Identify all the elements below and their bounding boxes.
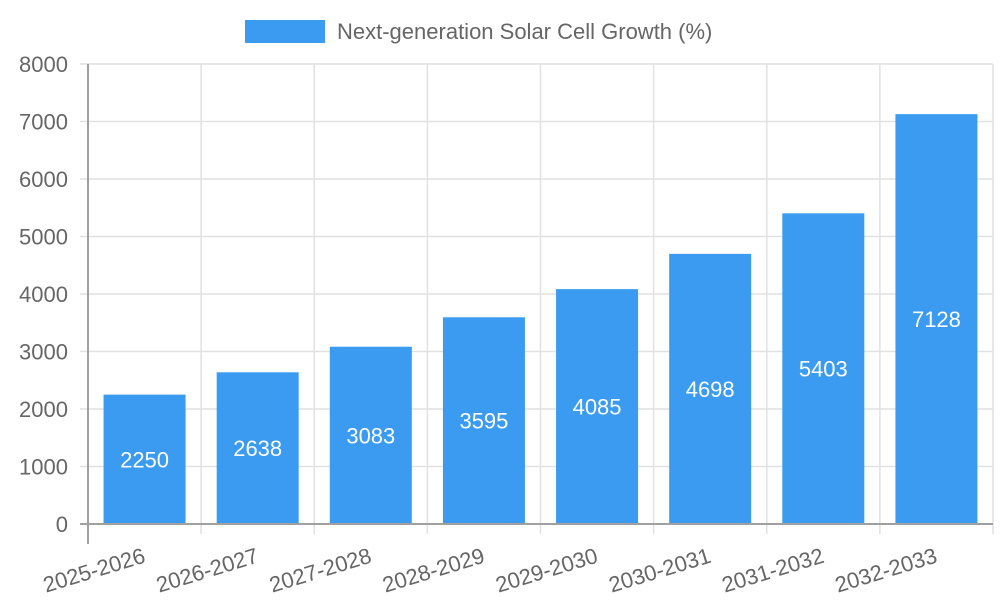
bar <box>103 394 186 524</box>
y-tick-label: 7000 <box>19 110 68 135</box>
bar <box>216 372 299 524</box>
grid <box>80 63 994 534</box>
y-tick-label: 2000 <box>19 397 68 422</box>
legend-label: Next-generation Solar Cell Growth (%) <box>337 19 712 44</box>
bar-value-label: 3083 <box>346 423 395 448</box>
y-tick-label: 0 <box>56 512 68 537</box>
y-tick-label: 8000 <box>19 52 68 77</box>
bar <box>329 346 412 524</box>
x-tick-label: 2025-2026 <box>40 543 148 598</box>
y-tick-label: 4000 <box>19 282 68 307</box>
bar <box>442 317 525 524</box>
bar <box>556 289 639 524</box>
bar-value-label: 5403 <box>799 357 848 382</box>
bar <box>669 253 752 525</box>
bar-value-label: 2250 <box>120 447 169 472</box>
y-tick-label: 6000 <box>19 167 68 192</box>
data-labels: 2250 2638 3083 3595 4085 4698 5403 7128 <box>120 307 961 472</box>
x-tick-label: 2030-2031 <box>606 543 714 598</box>
bar <box>782 213 865 524</box>
bars <box>103 114 978 525</box>
x-tick-label: 2032-2033 <box>832 543 940 598</box>
legend[interactable]: Next-generation Solar Cell Growth (%) <box>245 19 712 44</box>
y-tick-label: 1000 <box>19 455 68 480</box>
legend-swatch <box>245 20 325 43</box>
y-tick-label: 5000 <box>19 225 68 250</box>
x-tick-label: 2031-2032 <box>719 543 827 598</box>
bar-value-label: 3595 <box>459 409 508 434</box>
y-tick-label: 3000 <box>19 340 68 365</box>
bar-value-label: 4698 <box>686 377 735 402</box>
x-tick-label: 2029-2030 <box>493 543 601 598</box>
x-tick-label: 2026-2027 <box>153 543 261 598</box>
bar-value-label: 7128 <box>912 307 961 332</box>
bar-value-label: 4085 <box>573 395 622 420</box>
bar <box>895 114 978 524</box>
bar-value-label: 2638 <box>233 436 282 461</box>
x-tick-label: 2027-2028 <box>266 543 374 598</box>
x-tick-label: 2028-2029 <box>379 543 487 598</box>
